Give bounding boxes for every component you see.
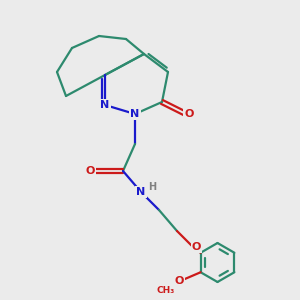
Text: O: O: [175, 276, 184, 286]
Text: O: O: [85, 166, 95, 176]
Text: H: H: [148, 182, 157, 192]
Text: O: O: [192, 242, 201, 253]
Text: N: N: [100, 100, 109, 110]
Text: O: O: [184, 109, 194, 119]
Text: N: N: [130, 109, 140, 119]
Text: N: N: [136, 187, 146, 197]
Text: CH₃: CH₃: [157, 286, 175, 295]
